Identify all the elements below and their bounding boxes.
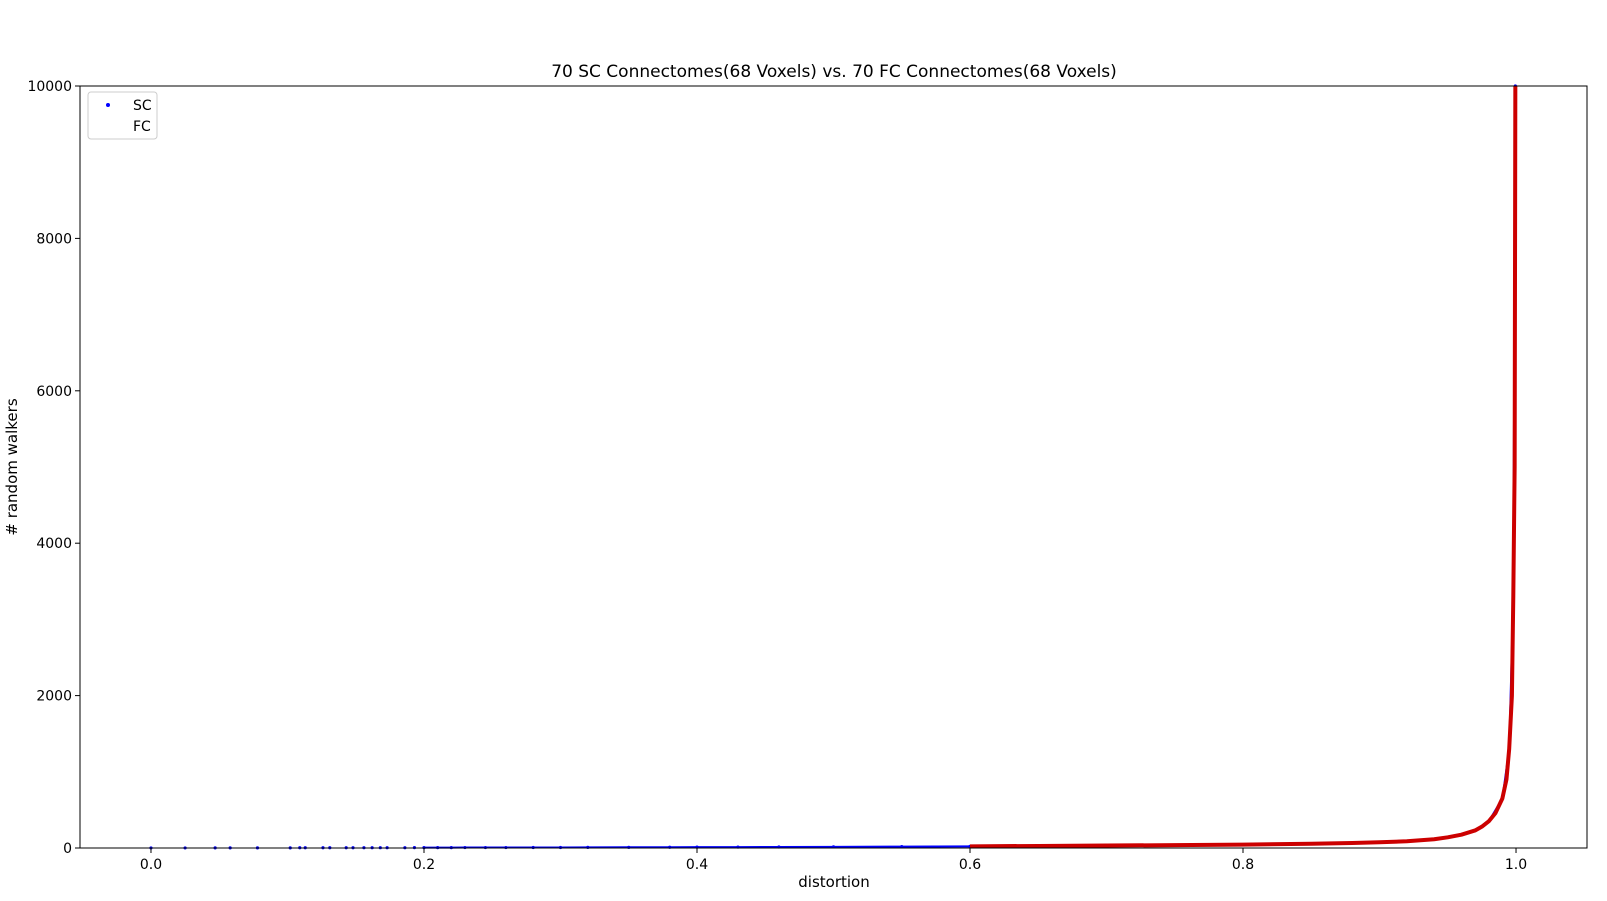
y-axis: 0 2000 4000 6000 8000 10000 [27, 79, 80, 857]
y-tick-label: 10000 [27, 79, 72, 95]
y-tick-label: 6000 [36, 384, 72, 400]
y-tick-label: 0 [63, 841, 72, 857]
legend: SC FC [87, 91, 158, 140]
x-tick-label: 1.0 [1505, 857, 1527, 873]
x-tick-label: 0.4 [686, 857, 708, 873]
x-tick-label: 0.2 [413, 857, 435, 873]
plot-background [80, 86, 1587, 848]
y-tick-label: 8000 [36, 231, 72, 247]
y-tick-label: 4000 [36, 536, 72, 552]
x-axis: 0.0 0.2 0.4 0.6 0.8 1.0 [140, 848, 1527, 873]
x-tick-label: 0.0 [140, 857, 162, 873]
plot-frame [79, 85, 1588, 849]
fc-curve [969, 85, 1518, 849]
chart-title: 70 SC Connectomes(68 Voxels) vs. 70 FC C… [551, 62, 1117, 82]
legend-fc-label: FC [133, 119, 151, 135]
y-tick-label: 2000 [36, 689, 72, 705]
x-tick-label: 0.6 [959, 857, 981, 873]
legend-box [87, 91, 158, 140]
legend-sc-marker [106, 103, 110, 107]
legend-sc-label: SC [133, 98, 152, 114]
x-tick-label: 0.8 [1232, 857, 1254, 873]
x-axis-label: distortion [798, 873, 869, 891]
plot-area [79, 84, 1588, 850]
y-axis-label: # random walkers [3, 398, 21, 535]
